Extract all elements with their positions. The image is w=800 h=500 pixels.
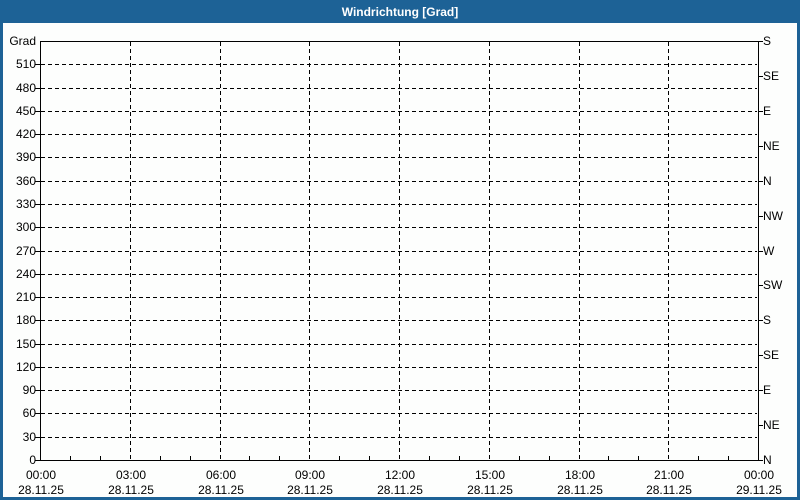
compass-tick-label: N: [763, 174, 772, 188]
y-axis-tick-label: 150: [15, 337, 36, 351]
x-axis-time-label: 15:00: [474, 468, 506, 482]
compass-tick-label: SW: [763, 278, 783, 292]
x-axis-date-label: 28.11.25: [108, 483, 154, 497]
y-axis-tick-label: 270: [15, 244, 36, 258]
x-axis-time-label: 00:00: [743, 468, 775, 482]
compass-tick-label: SE: [763, 348, 780, 362]
x-axis-date-label: 28.11.25: [646, 483, 692, 497]
y-axis-tick-label: 330: [15, 197, 36, 211]
x-axis-time-label: 00:00: [25, 468, 57, 482]
compass-tick-label: NE: [763, 139, 780, 153]
y-axis-tick-label: 180: [15, 313, 36, 327]
x-axis-date-label: 28.11.25: [287, 483, 333, 497]
x-axis-time-label: 12:00: [384, 468, 416, 482]
window-title-bar: Windrichtung [Grad]: [3, 3, 797, 23]
y-axis-tick-label: 300: [15, 220, 36, 234]
y-axis-unit-label: Grad: [9, 34, 36, 48]
x-axis-date-label: 28.11.25: [467, 483, 513, 497]
x-axis-time-label: 06:00: [205, 468, 237, 482]
y-axis-tick-label: 210: [15, 290, 36, 304]
x-axis-time-label: 18:00: [564, 468, 596, 482]
y-axis-tick-label: 450: [15, 104, 36, 118]
y-axis-tick-label: 0: [29, 453, 36, 467]
y-axis-tick-label: 60: [22, 406, 36, 420]
compass-tick-label: NW: [763, 209, 783, 223]
compass-tick-label: S: [763, 34, 772, 48]
x-axis-date-label: 28.11.25: [377, 483, 423, 497]
y-axis-tick-label: 510: [15, 57, 36, 71]
x-axis-time-label: 09:00: [294, 468, 326, 482]
compass-tick-label: N: [763, 453, 772, 467]
y-axis-tick-label: 240: [15, 267, 36, 281]
y-axis-tick-label: 30: [22, 430, 36, 444]
compass-tick-label: NE: [763, 418, 780, 432]
x-axis-time-label: 03:00: [115, 468, 147, 482]
x-axis-date-label: 28.11.25: [18, 483, 64, 497]
x-axis-time-label: 21:00: [653, 468, 685, 482]
y-axis-tick-label: 420: [15, 127, 36, 141]
x-axis-date-label: 28.11.25: [198, 483, 244, 497]
compass-tick-label: E: [763, 383, 772, 397]
compass-tick-label: E: [763, 104, 772, 118]
y-axis-tick-label: 90: [22, 383, 36, 397]
y-axis-tick-label: 120: [15, 360, 36, 374]
chart-grid: [35, 41, 763, 461]
y-axis-tick-label: 390: [15, 150, 36, 164]
window-title: Windrichtung [Grad]: [341, 5, 459, 19]
y-axis-tick-label: 360: [15, 174, 36, 188]
wind-direction-chart: 0 30 60 90 120 150 180 210 240 270 300 330 360 390 420…: [3, 3, 797, 497]
x-axis-date-label: 29.11.25: [736, 483, 782, 497]
compass-tick-label: W: [763, 244, 775, 258]
compass-tick-label: SE: [763, 69, 780, 83]
x-axis-date-label: 28.11.25: [557, 483, 603, 497]
compass-tick-label: S: [763, 313, 772, 327]
y-axis-tick-label: 480: [15, 81, 36, 95]
